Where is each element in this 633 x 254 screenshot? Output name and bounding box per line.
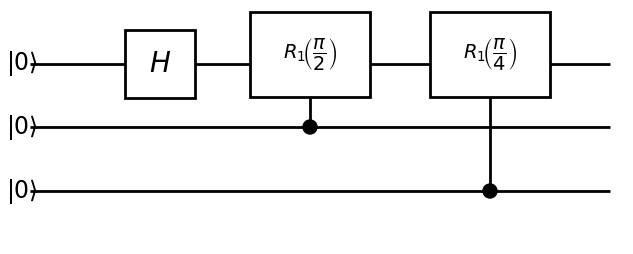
Text: $|0\rangle$: $|0\rangle$ (6, 50, 38, 78)
FancyBboxPatch shape (430, 11, 550, 97)
Text: $|0\rangle$: $|0\rangle$ (6, 113, 38, 141)
Circle shape (483, 184, 497, 198)
Text: $|0\rangle$: $|0\rangle$ (6, 177, 38, 205)
FancyBboxPatch shape (250, 11, 370, 97)
Text: $H$: $H$ (149, 50, 171, 78)
FancyBboxPatch shape (125, 30, 195, 98)
Text: $R_1\!\left(\dfrac{\pi}{2}\right)$: $R_1\!\left(\dfrac{\pi}{2}\right)$ (283, 36, 337, 72)
Text: $R_1\!\left(\dfrac{\pi}{4}\right)$: $R_1\!\left(\dfrac{\pi}{4}\right)$ (463, 36, 517, 72)
Circle shape (303, 120, 317, 134)
